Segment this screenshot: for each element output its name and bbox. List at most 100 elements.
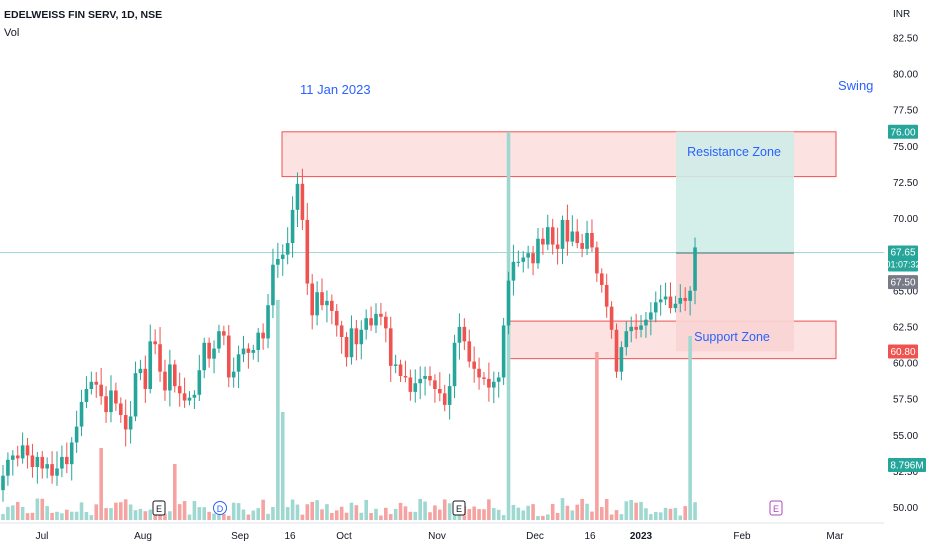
candle-body — [177, 386, 182, 394]
candle-body — [575, 231, 580, 244]
candle-body — [418, 378, 422, 384]
candle-body — [658, 299, 663, 303]
candle-body — [153, 341, 157, 345]
candle-body — [202, 342, 207, 371]
volume-bar — [472, 506, 476, 520]
volume-bar — [531, 504, 535, 520]
time-axis[interactable]: Jul Aug Sep 16 Oct Nov Dec 16 2023 Feb Mar — [0, 522, 884, 542]
candle-body — [442, 393, 447, 405]
candle-body — [89, 381, 94, 390]
volume-bar — [207, 511, 211, 520]
volume-bar — [634, 502, 638, 520]
time-tick-label: Sep — [231, 531, 249, 542]
candle-body — [143, 368, 148, 390]
candle-body — [349, 328, 354, 358]
time-tick-label: Jul — [36, 531, 49, 542]
candle-body — [133, 373, 138, 417]
candle-body — [541, 238, 545, 245]
candle-body — [614, 329, 619, 372]
candle-body — [182, 393, 187, 401]
volume-bar — [565, 505, 570, 520]
alt-price-tag — [888, 275, 918, 290]
candle-body — [226, 335, 231, 378]
time-tick-label: Nov — [428, 531, 446, 542]
volume-bar — [541, 515, 545, 520]
volume-bar — [428, 512, 432, 520]
candle-body — [148, 341, 153, 390]
swing-annotation[interactable]: Swing — [838, 78, 873, 93]
volume-bar — [359, 512, 364, 520]
volume-bar — [438, 509, 442, 520]
event-marker-label: E — [456, 504, 462, 514]
candle-body — [236, 354, 241, 372]
time-tick-label: Dec — [526, 531, 544, 542]
event-marker-label: E — [773, 504, 779, 514]
volume-bar — [354, 505, 359, 520]
support-zone-label[interactable]: Support Zone — [694, 330, 770, 344]
candle-body — [295, 183, 300, 210]
volume-bar — [433, 505, 437, 520]
price-tick-label: 65.00 — [893, 286, 918, 297]
volume-value-tag — [888, 458, 926, 472]
date-annotation[interactable]: 11 Jan 2023 — [300, 82, 371, 97]
volume-bar — [580, 498, 584, 520]
price-tick-label: 50.00 — [893, 503, 918, 514]
candle-body — [128, 416, 133, 430]
candle-body — [276, 258, 280, 265]
candle-body — [344, 336, 349, 358]
candle-body — [79, 402, 84, 427]
volume-bar — [369, 513, 373, 520]
candle-body — [118, 403, 123, 416]
volume-bar — [555, 512, 560, 520]
zones-layer — [281, 131, 837, 360]
candle-body — [649, 312, 653, 320]
candle-body — [604, 284, 609, 307]
candle-body — [487, 378, 491, 388]
volume-bar — [526, 505, 530, 520]
candle-body — [516, 261, 521, 263]
volume-bar — [649, 514, 653, 520]
candle-body — [315, 292, 319, 316]
candle-body — [501, 325, 506, 378]
volume-bar — [20, 507, 25, 520]
candle-body — [683, 297, 688, 301]
symbol-title[interactable]: EDELWEISS FIN SERV, 1D, NSE — [4, 9, 163, 21]
volume-bar — [79, 502, 84, 520]
volume-bar — [222, 514, 226, 520]
volume-bar — [280, 412, 285, 520]
candle-body — [241, 348, 246, 355]
volume-bar — [330, 512, 334, 520]
candle-body — [300, 183, 305, 220]
volume-bar — [261, 499, 265, 520]
target-zone-box[interactable] — [676, 131, 794, 254]
volume-bar — [536, 515, 540, 520]
support-price-text: 60.80 — [890, 347, 915, 358]
volume-indicator-label[interactable]: Vol — [4, 27, 20, 39]
candle-body — [693, 247, 697, 291]
volume-bar — [570, 510, 575, 520]
volume-bar — [364, 499, 368, 520]
candle-body — [374, 313, 378, 326]
volume-bar — [325, 504, 329, 520]
volume-bar — [114, 502, 118, 520]
volume-bar — [487, 499, 491, 520]
volume-bar — [447, 503, 452, 520]
resistance-zone-label[interactable]: Resistance Zone — [687, 145, 781, 159]
candle-body — [45, 464, 49, 469]
candle-body — [408, 377, 413, 392]
candle-body — [536, 238, 540, 264]
volume-bar — [388, 514, 393, 520]
candle-body — [320, 292, 324, 306]
volume-bar — [398, 502, 403, 520]
candle-body — [580, 243, 584, 249]
candle-body — [472, 361, 476, 369]
volume-bar — [452, 513, 457, 520]
candle-body — [231, 371, 236, 378]
candle-body — [531, 253, 535, 264]
candle-body — [266, 305, 270, 339]
volume-bar — [384, 507, 388, 520]
volume-bar — [55, 511, 59, 520]
volume-bar — [60, 513, 64, 520]
